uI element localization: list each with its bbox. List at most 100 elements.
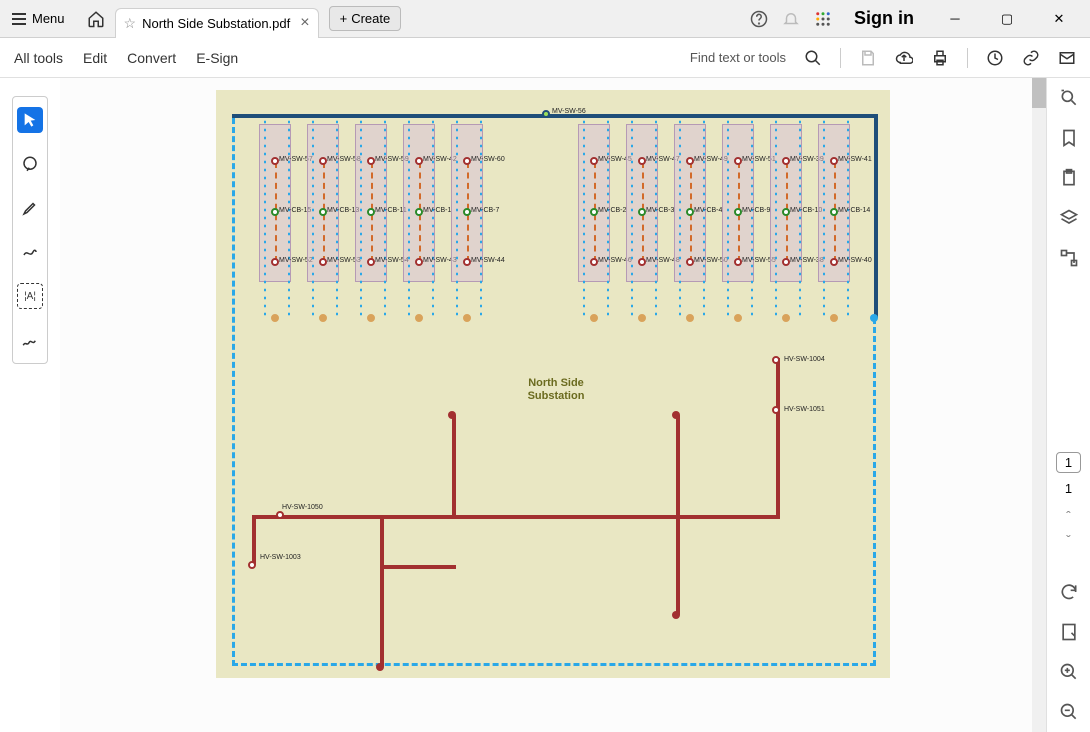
terminal-node <box>319 314 327 322</box>
menu-button[interactable]: Menu <box>0 0 77 37</box>
dotted-conn <box>846 118 850 318</box>
bell-icon[interactable] <box>782 10 800 28</box>
home-icon[interactable] <box>87 10 105 28</box>
layers-icon[interactable] <box>1059 208 1079 228</box>
draw-tool[interactable] <box>17 239 43 265</box>
dotted-conn <box>726 118 730 318</box>
terminal-node <box>271 314 279 322</box>
dotted-conn <box>455 118 459 318</box>
help-icon[interactable] <box>750 10 768 28</box>
save-icon[interactable] <box>859 49 877 67</box>
switch-node <box>367 208 375 216</box>
search-icon[interactable] <box>804 49 822 67</box>
hv-vert-far-right <box>776 358 780 519</box>
rotate-icon[interactable] <box>1059 582 1079 602</box>
terminal-node <box>367 314 375 322</box>
right-rail: 1 1 ˆ ˇ <box>1046 78 1090 732</box>
window-minimize[interactable]: ─ <box>936 0 974 38</box>
window-close[interactable]: ✕ <box>1040 0 1078 38</box>
panel-search-icon[interactable] <box>1059 88 1079 108</box>
clipboard-icon[interactable] <box>1059 168 1079 188</box>
switch-node <box>830 258 838 266</box>
terminal-node <box>686 314 694 322</box>
bus-node <box>542 110 550 118</box>
comment-tool[interactable] <box>17 151 43 177</box>
link-icon[interactable] <box>1022 49 1040 67</box>
hv-sw-1003-label: HV-SW-1003 <box>260 554 301 561</box>
hv-node <box>376 663 384 671</box>
bookmark-icon[interactable] <box>1059 128 1079 148</box>
switch-node <box>463 258 471 266</box>
dotted-conn <box>582 118 586 318</box>
dotted-conn <box>479 118 483 318</box>
esign-button[interactable]: E-Sign <box>196 50 238 66</box>
highlight-tool[interactable] <box>17 195 43 221</box>
dotted-conn <box>822 118 826 318</box>
signin-button[interactable]: Sign in <box>854 8 914 29</box>
window-maximize[interactable]: ▢ <box>988 0 1026 38</box>
convert-button[interactable]: Convert <box>127 50 176 66</box>
mail-icon[interactable] <box>1058 49 1076 67</box>
dotted-conn <box>383 118 387 318</box>
ai-icon[interactable] <box>986 49 1004 67</box>
hv-vert-mid1 <box>452 415 456 519</box>
tab-close-icon[interactable]: × <box>300 14 309 32</box>
hv-sw-1004-label: HV-SW-1004 <box>784 356 825 363</box>
switch-label: MV-CB-11 <box>375 207 407 214</box>
page-input[interactable]: 1 <box>1056 452 1081 473</box>
dotted-conn <box>678 118 682 318</box>
structure-icon[interactable] <box>1059 248 1079 268</box>
document-tab[interactable]: ☆ North Side Substation.pdf × <box>115 8 319 38</box>
switch-node <box>734 157 742 165</box>
document-viewer[interactable]: MV-SW-56 North Side Substation HV-SW-100… <box>60 78 1046 732</box>
star-icon[interactable]: ☆ <box>124 15 137 32</box>
page-view-icon[interactable] <box>1059 622 1079 642</box>
switch-node <box>830 157 838 165</box>
dotted-conn <box>431 118 435 318</box>
switch-node <box>271 208 279 216</box>
select-tool[interactable] <box>17 107 43 133</box>
zoom-out-icon[interactable] <box>1059 702 1079 722</box>
terminal-node <box>830 314 838 322</box>
tab-title: North Side Substation.pdf <box>142 16 290 31</box>
zoom-in-icon[interactable] <box>1059 662 1079 682</box>
switch-label: MV-CB-7 <box>471 207 499 214</box>
hv-sw-1051-node <box>772 406 780 414</box>
edit-button[interactable]: Edit <box>83 50 107 66</box>
switch-label: MV-CB-9 <box>742 207 770 214</box>
switch-node <box>830 208 838 216</box>
hv-node <box>448 411 456 419</box>
hv-vert-mid2 <box>676 415 680 615</box>
page-down-button[interactable]: ˇ <box>1066 532 1071 548</box>
vertical-scrollbar[interactable] <box>1032 78 1046 732</box>
hv-sw-1050-label: HV-SW-1050 <box>282 504 323 511</box>
page-up-button[interactable]: ˆ <box>1066 508 1071 524</box>
hv-sw-1003-node <box>248 561 256 569</box>
diagram-title-line1: North Side <box>516 377 596 389</box>
dotted-conn <box>702 118 706 318</box>
dashed-container-right <box>873 318 876 666</box>
switch-label: MV-SW-41 <box>838 156 872 163</box>
switch-node <box>638 157 646 165</box>
cloud-upload-icon[interactable] <box>895 49 913 67</box>
apps-icon[interactable] <box>814 10 832 28</box>
find-text-label[interactable]: Find text or tools <box>690 50 786 65</box>
switch-node <box>463 157 471 165</box>
dotted-conn <box>311 118 315 318</box>
signature-tool[interactable] <box>17 327 43 353</box>
dotted-conn <box>774 118 778 318</box>
text-tool[interactable]: ¦A¦ <box>17 283 43 309</box>
main-bus-label: MV-SW-56 <box>552 108 586 115</box>
dotted-conn <box>335 118 339 318</box>
print-icon[interactable] <box>931 49 949 67</box>
switch-node <box>686 258 694 266</box>
terminal-node <box>463 314 471 322</box>
page-number-display: 1 <box>1065 481 1072 496</box>
switch-node <box>415 208 423 216</box>
switch-label: MV-SW-44 <box>471 257 505 264</box>
dotted-conn <box>630 118 634 318</box>
switch-node <box>590 208 598 216</box>
switch-node <box>319 208 327 216</box>
create-button[interactable]: + Create <box>329 6 402 31</box>
all-tools-button[interactable]: All tools <box>14 50 63 66</box>
